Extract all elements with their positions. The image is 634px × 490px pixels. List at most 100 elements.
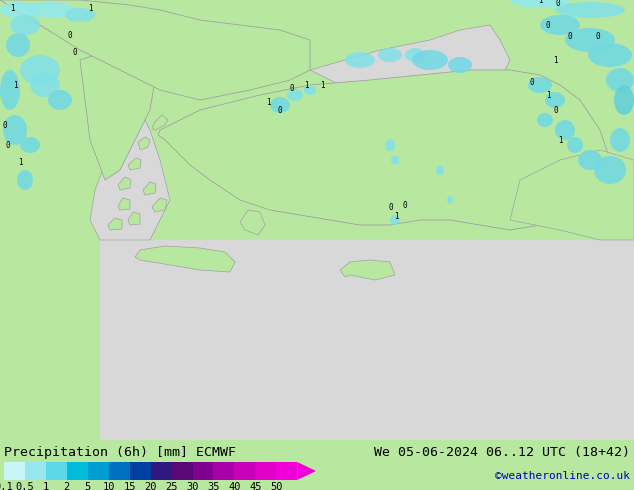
Text: 50: 50 <box>270 482 283 490</box>
Ellipse shape <box>405 48 425 62</box>
Ellipse shape <box>20 55 60 85</box>
Bar <box>130 462 151 480</box>
Ellipse shape <box>65 8 95 22</box>
Bar <box>235 462 256 480</box>
Ellipse shape <box>447 196 453 204</box>
Ellipse shape <box>270 97 290 113</box>
Ellipse shape <box>528 77 552 93</box>
Bar <box>87 462 108 480</box>
Polygon shape <box>118 177 131 190</box>
Ellipse shape <box>436 165 444 175</box>
Text: 0: 0 <box>403 200 407 210</box>
Text: 45: 45 <box>249 482 262 490</box>
Ellipse shape <box>545 92 565 108</box>
Text: 0: 0 <box>278 105 282 115</box>
Text: 0: 0 <box>6 141 10 149</box>
Text: 0: 0 <box>529 77 534 87</box>
Polygon shape <box>128 212 140 225</box>
Ellipse shape <box>17 170 33 190</box>
Ellipse shape <box>385 139 395 151</box>
Polygon shape <box>340 260 395 280</box>
Ellipse shape <box>537 113 553 127</box>
Text: 40: 40 <box>228 482 241 490</box>
Text: 15: 15 <box>124 482 136 490</box>
Polygon shape <box>152 198 167 212</box>
Bar <box>256 462 276 480</box>
Text: 0: 0 <box>596 31 600 41</box>
Text: We 05-06-2024 06..12 UTC (18+42): We 05-06-2024 06..12 UTC (18+42) <box>374 446 630 459</box>
Ellipse shape <box>412 50 448 70</box>
Bar <box>25 462 46 480</box>
Ellipse shape <box>3 115 27 145</box>
Polygon shape <box>297 462 316 480</box>
Ellipse shape <box>588 43 632 67</box>
Ellipse shape <box>391 155 399 165</box>
Ellipse shape <box>390 215 400 225</box>
Polygon shape <box>143 182 156 195</box>
Polygon shape <box>108 218 122 230</box>
Ellipse shape <box>48 90 72 110</box>
Text: 20: 20 <box>145 482 157 490</box>
Text: 0: 0 <box>3 121 8 129</box>
Ellipse shape <box>606 68 634 92</box>
Text: 35: 35 <box>207 482 220 490</box>
Ellipse shape <box>510 0 570 8</box>
Ellipse shape <box>555 120 575 140</box>
Text: 10: 10 <box>103 482 115 490</box>
Text: 0: 0 <box>73 48 77 56</box>
Text: 0: 0 <box>567 31 573 41</box>
Ellipse shape <box>345 52 375 68</box>
Ellipse shape <box>578 150 602 170</box>
Ellipse shape <box>0 2 36 18</box>
Bar <box>4 462 25 480</box>
Polygon shape <box>152 115 168 130</box>
Text: Precipitation (6h) [mm] ECMWF: Precipitation (6h) [mm] ECMWF <box>4 446 236 459</box>
Text: 0: 0 <box>555 0 560 7</box>
Ellipse shape <box>540 15 580 35</box>
Polygon shape <box>90 110 170 240</box>
Text: 25: 25 <box>165 482 178 490</box>
Text: 0: 0 <box>546 21 550 29</box>
Polygon shape <box>138 137 150 150</box>
Ellipse shape <box>565 28 615 52</box>
Ellipse shape <box>0 70 20 110</box>
Text: 0: 0 <box>389 202 393 212</box>
FancyBboxPatch shape <box>100 240 634 440</box>
Text: 0.1: 0.1 <box>0 482 13 490</box>
Ellipse shape <box>555 2 625 18</box>
Bar <box>151 462 172 480</box>
Ellipse shape <box>594 156 626 184</box>
Ellipse shape <box>567 137 583 153</box>
Ellipse shape <box>25 2 75 18</box>
Text: 5: 5 <box>85 482 91 490</box>
Polygon shape <box>0 0 310 100</box>
Text: 0: 0 <box>68 30 72 40</box>
Polygon shape <box>128 158 141 170</box>
Text: 2: 2 <box>63 482 70 490</box>
Bar <box>172 462 193 480</box>
Bar <box>46 462 67 480</box>
Ellipse shape <box>30 73 60 97</box>
Polygon shape <box>510 150 634 240</box>
Ellipse shape <box>448 57 472 73</box>
Text: 1: 1 <box>266 98 270 106</box>
Text: 1: 1 <box>553 55 557 65</box>
Text: 30: 30 <box>186 482 199 490</box>
Text: ©weatheronline.co.uk: ©weatheronline.co.uk <box>495 471 630 481</box>
Ellipse shape <box>20 137 40 153</box>
Text: 1: 1 <box>546 91 550 99</box>
Text: 1: 1 <box>13 80 17 90</box>
Ellipse shape <box>304 85 316 95</box>
Ellipse shape <box>10 15 40 35</box>
Text: 1: 1 <box>394 212 398 220</box>
Ellipse shape <box>610 128 630 152</box>
Ellipse shape <box>287 89 303 101</box>
Text: 1: 1 <box>10 3 15 13</box>
Polygon shape <box>158 70 610 230</box>
Bar <box>67 462 87 480</box>
Ellipse shape <box>378 48 402 62</box>
Bar <box>214 462 235 480</box>
Polygon shape <box>80 50 155 180</box>
Text: 1: 1 <box>538 0 542 4</box>
Bar <box>108 462 130 480</box>
